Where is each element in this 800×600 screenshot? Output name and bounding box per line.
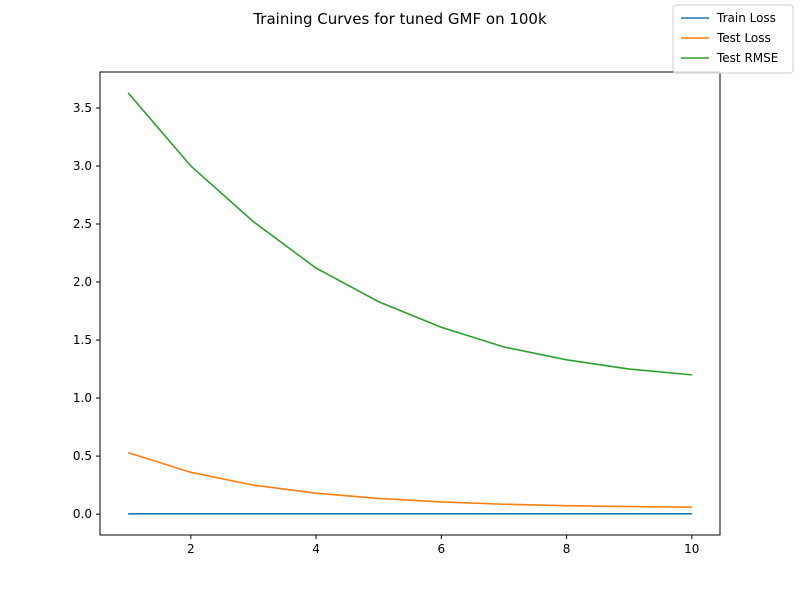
y-axis: 0.0 0.5 1.0 1.5 2.0 2.5 3.0 3.5 <box>73 101 100 521</box>
y-tick-label: 2.5 <box>73 217 92 231</box>
y-tick-label: 1.0 <box>73 391 92 405</box>
y-tick-label: 1.5 <box>73 333 92 347</box>
x-tick-label: 6 <box>437 542 445 556</box>
x-tick-label: 2 <box>187 542 195 556</box>
series-line-2 <box>127 451 692 508</box>
y-tick-label: 3.5 <box>73 101 92 115</box>
legend-box <box>672 4 794 74</box>
series-line-3 <box>127 92 692 376</box>
plot-area <box>99 71 721 536</box>
series-lines <box>127 92 692 515</box>
y-tick-label: 0.5 <box>73 449 92 463</box>
y-tick-label: 2.0 <box>73 275 92 289</box>
x-tick-label: 8 <box>563 542 571 556</box>
y-tick-label: 3.0 <box>73 159 92 173</box>
x-axis: 2 4 6 8 10 <box>187 535 699 556</box>
legend-label: Test Loss <box>716 31 771 45</box>
legend-label: Train Loss <box>716 11 776 25</box>
x-tick-label: 4 <box>312 542 320 556</box>
y-tick-label: 0.0 <box>73 507 92 521</box>
x-tick-label: 10 <box>684 542 699 556</box>
legend: Train Loss Test Loss Test RMSE <box>672 4 794 74</box>
chart-title: Training Curves for tuned GMF on 100k <box>252 10 547 28</box>
legend-label: Test RMSE <box>716 51 778 65</box>
